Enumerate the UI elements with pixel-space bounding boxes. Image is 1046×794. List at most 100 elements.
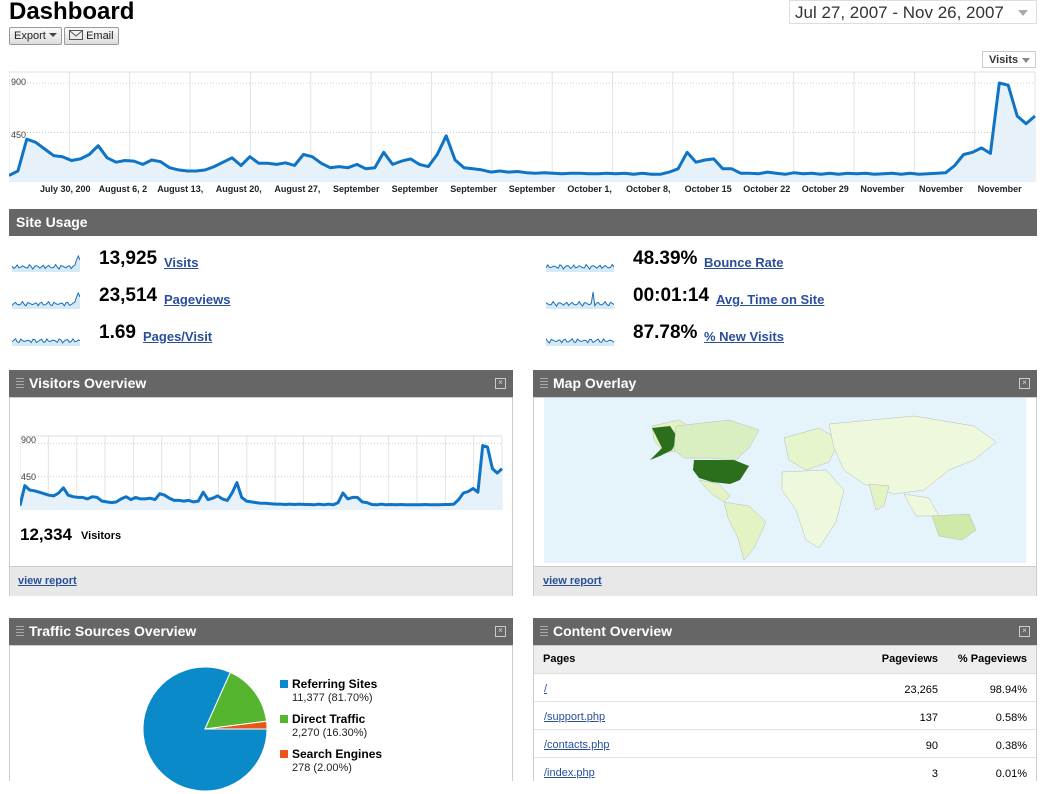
map-overlay-panel: view report bbox=[533, 397, 1037, 596]
x-axis-tick-label: November bbox=[975, 184, 1033, 196]
x-axis-tick-label: August 27, bbox=[272, 184, 329, 196]
page-title: Dashboard bbox=[9, 0, 135, 25]
export-button[interactable]: Export bbox=[9, 27, 62, 45]
usage-metric: 00:01:14 Avg. Time on Site bbox=[546, 285, 1026, 315]
main-visits-chart[interactable]: 900 450 bbox=[9, 68, 1037, 196]
drag-handle-icon[interactable] bbox=[540, 626, 548, 637]
usage-metric-value: 13,925 bbox=[99, 248, 158, 269]
content-overview-panel: Pages Pageviews % Pageviews / 23,265 98.94… bbox=[533, 645, 1037, 781]
sparkline-chart bbox=[12, 254, 80, 272]
content-overview-header[interactable]: Content Overview × bbox=[533, 618, 1037, 645]
visitors-count: 12,334 bbox=[20, 525, 72, 544]
table-row: /support.php 137 0.58% bbox=[534, 702, 1036, 730]
map-overlay-title: Map Overlay bbox=[553, 375, 637, 391]
x-axis-tick-label: July 30, 200 bbox=[38, 184, 95, 196]
chevron-down-icon bbox=[48, 33, 57, 37]
traffic-sources-header[interactable]: Traffic Sources Overview × bbox=[9, 618, 513, 645]
page-path-link[interactable]: /contacts.php bbox=[544, 739, 610, 751]
y-axis-label-450: 450 bbox=[11, 130, 27, 140]
series-area bbox=[9, 83, 1035, 182]
usage-metric-link[interactable]: % New Visits bbox=[704, 329, 784, 344]
page-path-link[interactable]: /index.php bbox=[544, 767, 595, 779]
site-usage-title: Site Usage bbox=[16, 214, 88, 230]
usage-metric-value: 00:01:14 bbox=[633, 285, 710, 306]
panel-footer: view report bbox=[534, 566, 1036, 596]
pageviews-cell: 3 bbox=[931, 768, 938, 780]
column-header-pages[interactable]: Pages bbox=[543, 653, 576, 665]
table-row: /contacts.php 90 0.38% bbox=[534, 730, 1036, 758]
x-axis-tick-label: November bbox=[917, 184, 974, 196]
traffic-sources-title: Traffic Sources Overview bbox=[29, 623, 197, 639]
visitors-count-label: Visitors bbox=[81, 530, 122, 542]
site-usage-header: Site Usage bbox=[9, 209, 1037, 236]
drag-handle-icon[interactable] bbox=[16, 378, 24, 389]
series-area bbox=[20, 445, 502, 510]
x-axis-tick-label: August 20, bbox=[213, 184, 271, 196]
export-label: Export bbox=[14, 30, 46, 42]
legend-swatch bbox=[280, 680, 288, 688]
map-overlay-header[interactable]: Map Overlay × bbox=[533, 370, 1037, 397]
email-button[interactable]: Email bbox=[64, 27, 119, 45]
chevron-down-icon bbox=[1018, 10, 1028, 16]
series-line[interactable] bbox=[20, 444, 504, 507]
column-header-pageviews[interactable]: Pageviews bbox=[881, 653, 938, 665]
content-overview-title: Content Overview bbox=[553, 623, 673, 639]
x-axis-tick-label: November bbox=[858, 184, 915, 196]
x-axis-tick-label: September bbox=[448, 184, 505, 196]
metric-select[interactable]: Visits bbox=[982, 51, 1036, 68]
view-report-link[interactable]: view report bbox=[18, 575, 77, 587]
chart-grid bbox=[9, 71, 1036, 182]
drag-handle-icon[interactable] bbox=[540, 378, 548, 389]
email-label: Email bbox=[86, 30, 114, 42]
legend-name: Direct Traffic bbox=[292, 712, 366, 726]
page-path-link[interactable]: / bbox=[544, 683, 548, 695]
y-axis-label-900: 900 bbox=[11, 77, 27, 87]
drag-handle-icon[interactable] bbox=[16, 626, 24, 637]
y-axis-label-450: 450 bbox=[21, 472, 37, 482]
pct-pageviews-cell: 0.01% bbox=[995, 768, 1027, 780]
usage-metric: 13,925 Visits bbox=[12, 248, 492, 278]
pie-slice[interactable] bbox=[204, 720, 268, 730]
usage-metric-value: 87.78% bbox=[633, 322, 698, 343]
sparkline-chart bbox=[12, 291, 80, 309]
sparkline-chart bbox=[546, 263, 614, 272]
pct-pageviews-cell: 0.58% bbox=[995, 712, 1027, 724]
pie-slice[interactable] bbox=[204, 671, 268, 730]
page-path-link[interactable]: /support.php bbox=[544, 711, 606, 723]
x-axis-tick-label: August 13, bbox=[155, 184, 212, 196]
x-axis-tick-label: October 1, bbox=[565, 184, 622, 196]
traffic-pie-chart[interactable] bbox=[140, 664, 270, 794]
usage-metric: 48.39% Bounce Rate bbox=[546, 248, 1026, 278]
view-report-link[interactable]: view report bbox=[543, 575, 602, 587]
usage-metric-value: 1.69 bbox=[99, 322, 136, 343]
usage-metric-link[interactable]: Bounce Rate bbox=[704, 255, 784, 270]
pageviews-cell: 137 bbox=[919, 712, 938, 724]
legend-detail: 2,270 (16.30%) bbox=[292, 727, 368, 739]
usage-metric-link[interactable]: Avg. Time on Site bbox=[716, 292, 825, 307]
usage-metric: 23,514 Pageviews bbox=[12, 285, 492, 315]
close-icon[interactable]: × bbox=[1019, 378, 1030, 389]
usage-metric-link[interactable]: Pageviews bbox=[164, 292, 231, 307]
content-table-header: Pages Pageviews % Pageviews bbox=[534, 646, 1036, 674]
visitors-overview-header[interactable]: Visitors Overview × bbox=[9, 370, 513, 397]
close-icon[interactable]: × bbox=[495, 378, 506, 389]
usage-metric-link[interactable]: Pages/Visit bbox=[143, 329, 213, 344]
column-header-pct-pageviews[interactable]: % Pageviews bbox=[957, 653, 1027, 665]
visitors-chart[interactable] bbox=[20, 432, 504, 512]
x-axis-tick-label: September bbox=[506, 184, 564, 196]
chevron-down-icon bbox=[1022, 58, 1030, 63]
usage-metric: 87.78% % New Visits bbox=[546, 322, 1026, 352]
world-map[interactable] bbox=[544, 398, 1026, 563]
x-axis-tick-label: October 22 bbox=[741, 184, 798, 196]
table-row: / 23,265 98.94% bbox=[534, 674, 1036, 702]
pageviews-cell: 23,265 bbox=[904, 684, 938, 696]
close-icon[interactable]: × bbox=[495, 626, 506, 637]
usage-metric-link[interactable]: Visits bbox=[164, 255, 199, 270]
usage-metric-value: 23,514 bbox=[99, 285, 158, 306]
x-axis-tick-label: September bbox=[389, 184, 447, 196]
date-range-picker[interactable]: Jul 27, 2007 - Nov 26, 2007 bbox=[789, 0, 1037, 24]
series-line[interactable] bbox=[9, 81, 1036, 177]
x-axis-tick-label: October 29 bbox=[799, 184, 857, 196]
close-icon[interactable]: × bbox=[1019, 626, 1030, 637]
legend-name: Search Engines bbox=[292, 747, 383, 761]
